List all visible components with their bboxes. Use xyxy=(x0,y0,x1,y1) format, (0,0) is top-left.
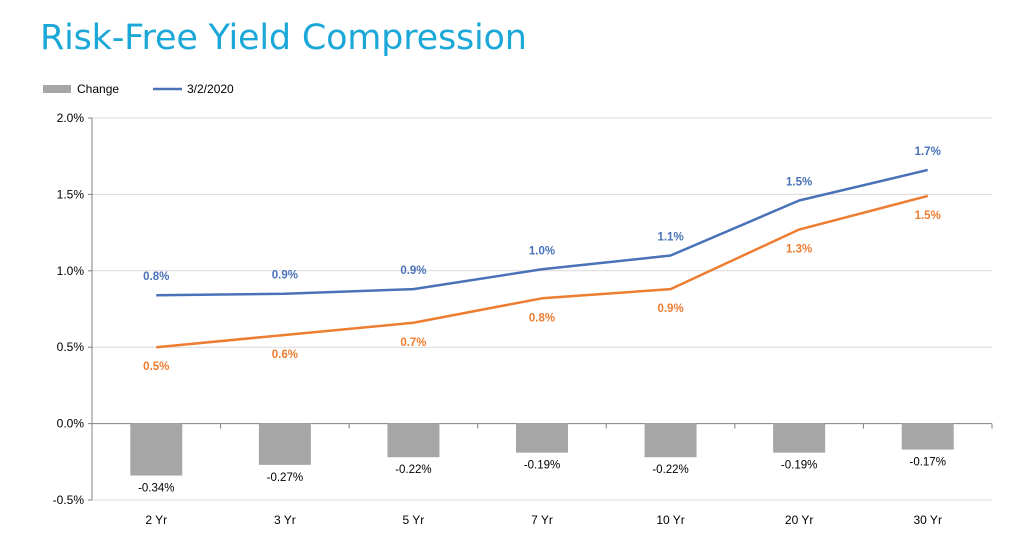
bar xyxy=(773,423,826,453)
line-series-orange xyxy=(156,194,929,349)
y-tick-label: 1.5% xyxy=(57,187,85,201)
y-tick-label: 0.5% xyxy=(57,340,85,354)
gridlines xyxy=(92,117,992,501)
legend-swatch-change xyxy=(43,85,71,93)
line-data-label: 1.1% xyxy=(657,232,683,244)
x-tick-label: 5 Yr xyxy=(403,513,425,527)
line-data-label: 0.6% xyxy=(272,349,298,361)
line-data-label: 0.7% xyxy=(400,337,426,349)
legend-label-change: Change xyxy=(77,82,119,96)
line-data-label: 0.8% xyxy=(529,312,555,324)
y-tick-label: 0.0% xyxy=(57,417,85,431)
line-data-label: 1.5% xyxy=(915,210,941,222)
line-data-label: 1.0% xyxy=(529,245,555,257)
line-data-label: 0.9% xyxy=(272,270,298,282)
legend-label-3-2-2020: 3/2/2020 xyxy=(187,82,234,96)
x-tick-label: 10 Yr xyxy=(656,513,684,527)
bars xyxy=(130,423,954,476)
line-data-label: 1.5% xyxy=(786,177,812,189)
bar-data-label: -0.27% xyxy=(267,472,303,484)
axes: -0.5% 0.0% 0.5% 1.0% 1.5% 2.0% 2 Yr 3 Yr 5 Yr 7 Y… xyxy=(53,111,993,527)
data-labels: -0.34% -0.27% -0.22% -0.19% -0.22% -0.19% -0.1… xyxy=(138,146,946,495)
bar-data-label: -0.22% xyxy=(652,464,688,476)
line-data-label: 1.7% xyxy=(915,146,941,158)
y-tick-label: 1.0% xyxy=(57,264,85,278)
bar-data-label: -0.17% xyxy=(909,457,945,469)
legend: Change 3/2/2020 xyxy=(43,82,234,96)
y-tick-label: 2.0% xyxy=(57,111,85,125)
line-data-label: 0.8% xyxy=(143,271,169,283)
x-tick-label: 30 Yr xyxy=(913,513,941,527)
lines xyxy=(156,168,929,349)
bar xyxy=(387,423,440,458)
chart-title: Risk-Free Yield Compression xyxy=(40,18,527,58)
bar xyxy=(258,423,311,465)
bar-data-label: -0.22% xyxy=(395,464,431,476)
x-tick-label: 20 Yr xyxy=(785,513,813,527)
line-series-3-2-2020 xyxy=(156,168,929,297)
x-tick-label: 3 Yr xyxy=(274,513,296,527)
line-data-label: 0.9% xyxy=(400,265,426,277)
bar xyxy=(130,423,183,476)
bar-data-label: -0.19% xyxy=(781,460,817,472)
bar-data-label: -0.34% xyxy=(138,483,174,495)
bar xyxy=(901,423,954,450)
bar xyxy=(516,423,568,453)
x-tick-label: 7 Yr xyxy=(531,513,553,527)
bar-data-label: -0.19% xyxy=(524,460,560,472)
bar xyxy=(644,423,697,458)
line-data-label: 0.9% xyxy=(657,303,683,315)
y-tick-label: -0.5% xyxy=(53,493,85,507)
x-tick-label: 2 Yr xyxy=(145,513,167,527)
line-data-label: 1.3% xyxy=(786,244,812,256)
line-data-label: 0.5% xyxy=(143,361,169,373)
